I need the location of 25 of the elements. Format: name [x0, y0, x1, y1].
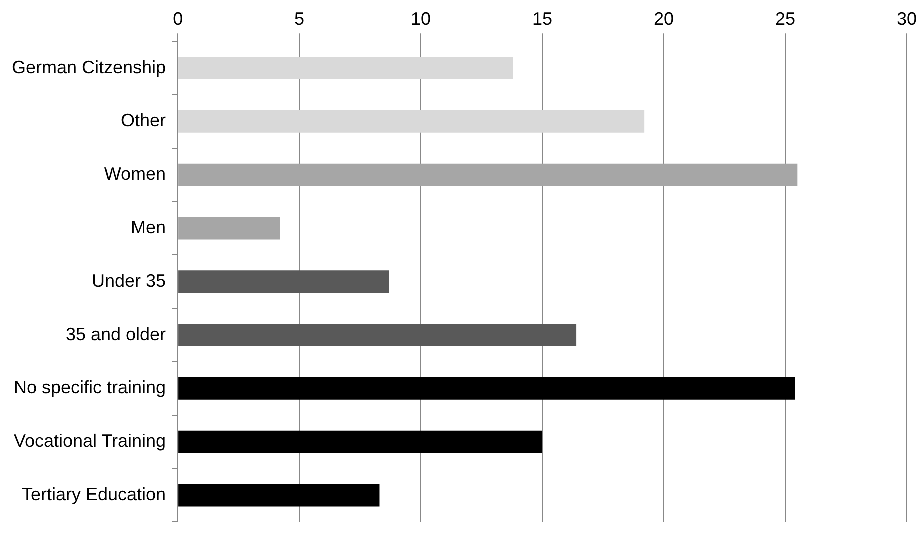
- y-tick-label: Other: [121, 110, 166, 131]
- y-tick-label: Under 35: [92, 270, 166, 291]
- y-tick-label: Vocational Training: [14, 431, 166, 452]
- y-tick-label: German Citzenship: [12, 57, 166, 78]
- bar: [178, 324, 577, 347]
- bar: [178, 57, 514, 80]
- bar: [178, 377, 796, 400]
- x-tick-label: 30: [896, 8, 918, 29]
- x-tick-label: 20: [654, 8, 674, 29]
- x-tick-label: 5: [294, 8, 305, 29]
- x-tick-label: 15: [532, 8, 553, 29]
- bar: [178, 430, 543, 454]
- bar: [178, 164, 798, 186]
- bar: [178, 110, 645, 133]
- x-tick-label: 0: [173, 8, 184, 29]
- y-tick-label: Tertiary Education: [22, 484, 166, 504]
- y-tick-label: Men: [131, 217, 166, 238]
- y-tick-label: Women: [104, 164, 166, 184]
- bar: [178, 270, 390, 294]
- x-tick-label: 25: [775, 8, 796, 29]
- bar: [178, 217, 280, 240]
- bar: [178, 484, 380, 507]
- y-tick-label: No specific training: [14, 378, 166, 398]
- y-tick-label: 35 and older: [66, 324, 166, 344]
- x-tick-label: 10: [411, 8, 432, 29]
